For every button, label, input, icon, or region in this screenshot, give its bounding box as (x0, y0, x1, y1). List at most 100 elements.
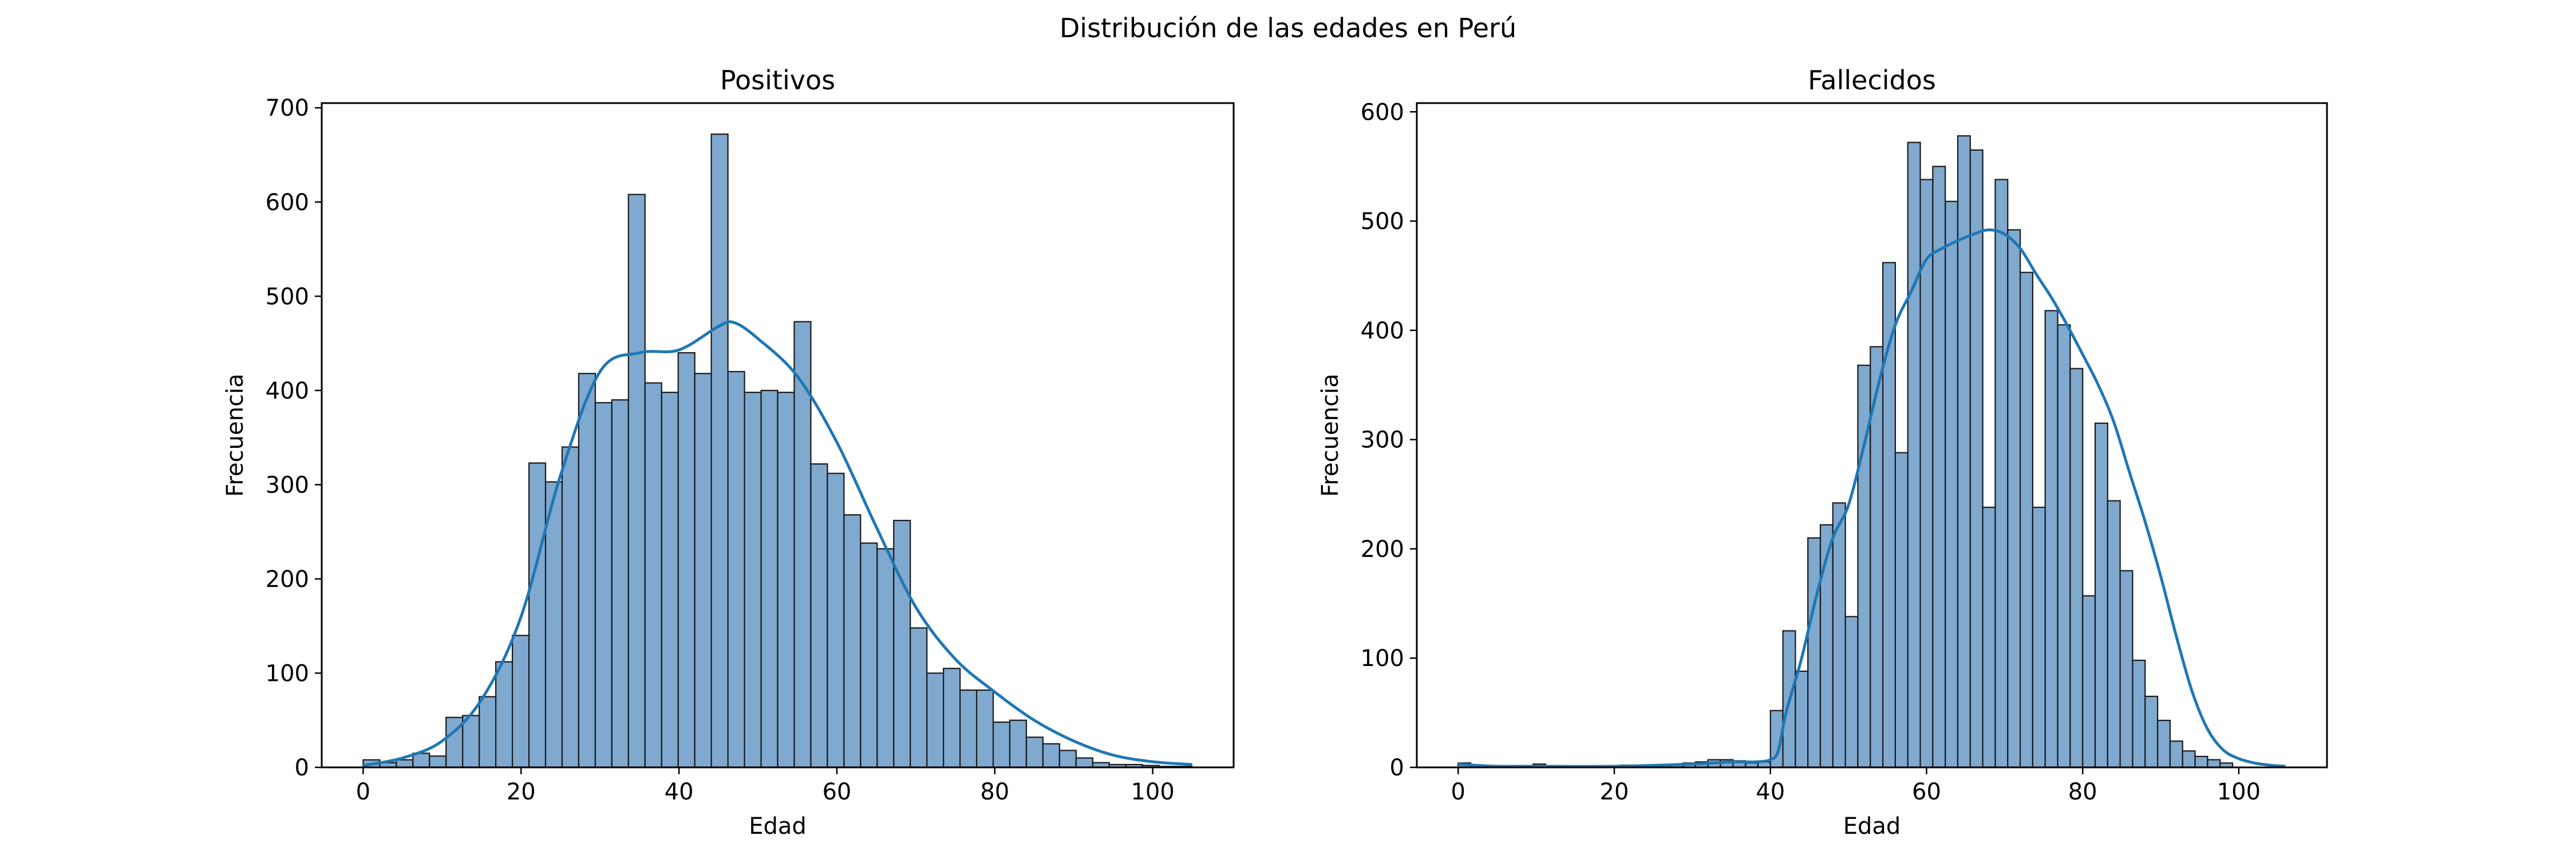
histogram-bar (810, 463, 828, 769)
histogram-bar (1994, 179, 2009, 769)
histogram-bar (429, 755, 447, 769)
histogram-bar (1025, 736, 1044, 769)
histogram-bar (793, 321, 812, 769)
chart-panel-positivos: 0 20 40 60 80 100 0 100 200 300 400 500 600 700 Posi… (222, 65, 1235, 840)
histogram-bar (760, 389, 779, 769)
histogram-bar (2007, 229, 2021, 769)
histogram-bars (362, 133, 1193, 769)
histogram-bar (2194, 755, 2208, 769)
histogram-bar (2069, 368, 2084, 769)
kde-curve (1458, 228, 2286, 768)
y-tick-label: 200 (266, 566, 309, 593)
histogram-bar (959, 689, 978, 769)
histogram-bar (777, 392, 795, 769)
histogram-bar (1795, 671, 1809, 769)
histogram-bar (943, 668, 961, 769)
y-tick-label: 500 (1361, 208, 1404, 235)
y-tick-label: 100 (266, 660, 309, 687)
histogram-bar (1844, 616, 1859, 769)
y-tick-label: 600 (266, 190, 309, 216)
histogram-bar (1009, 719, 1028, 769)
x-tick-label: 0 (1451, 779, 1465, 805)
y-tick-label: 700 (266, 95, 309, 121)
y-tick-label: 300 (1361, 427, 1404, 454)
y-axis-label: Frecuencia (1317, 373, 1344, 497)
x-tick-label: 60 (1912, 779, 1941, 805)
histogram-bar (1907, 141, 1921, 769)
histogram-bar (2057, 324, 2071, 769)
histogram-bar (1957, 135, 1971, 769)
x-axis-label: Edad (1843, 813, 1901, 840)
plot-area-frame (1416, 102, 2328, 769)
histogram-bar (1894, 452, 1909, 769)
histogram-bar (1058, 750, 1077, 769)
histogram-bar (1882, 262, 1897, 769)
histogram-bar (661, 392, 679, 769)
y-tick-label: 500 (266, 283, 309, 310)
histogram-bar (1982, 506, 1996, 769)
histogram-bar (992, 721, 1011, 769)
histogram-bar (1932, 166, 1946, 769)
x-tick-label: 60 (822, 779, 851, 805)
chart-panel-fallecidos: 0 20 40 60 80 100 0 100 200 300 400 500 600 Falleci… (1317, 65, 2328, 840)
histogram-bar (677, 352, 696, 769)
histogram-bar (694, 373, 712, 769)
x-tick-label: 80 (980, 779, 1009, 805)
histogram-bar (479, 696, 497, 769)
histogram-bar (827, 472, 845, 769)
histogram-bar (2119, 570, 2134, 769)
histogram-bar (396, 759, 414, 769)
histogram-bar (611, 399, 629, 769)
histogram-bar (578, 373, 596, 769)
histogram-bar (2019, 271, 2034, 769)
histogram-bar (1945, 200, 1959, 769)
histogram-bar (495, 661, 513, 769)
histogram-bar (1042, 743, 1060, 769)
x-axis-ticks: 0 20 40 60 80 100 (356, 767, 1175, 805)
histogram-bar (528, 462, 547, 769)
y-axis-ticks: 0 100 200 300 400 500 600 (1361, 99, 1417, 781)
histogram-bar (2082, 595, 2096, 769)
y-tick-label: 0 (1390, 755, 1404, 781)
histogram-bar (2132, 659, 2146, 769)
histogram-bar (2094, 422, 2108, 769)
histogram-bar (2156, 719, 2171, 769)
histogram-bar (462, 715, 480, 769)
plot-area-frame (321, 102, 1235, 769)
histogram-bar (561, 446, 580, 769)
x-tick-label: 40 (1756, 779, 1785, 805)
y-tick-label: 200 (1361, 536, 1404, 562)
y-axis-ticks: 0 100 200 300 400 500 600 700 (266, 95, 322, 781)
histogram-bars (1457, 135, 2234, 769)
histogram-bar (511, 635, 530, 769)
histogram-bar (2044, 310, 2059, 769)
histogram-bar (893, 519, 911, 769)
histogram-bar (1969, 149, 1984, 769)
histogram-bar (2207, 759, 2221, 769)
x-axis-label: Edad (749, 813, 807, 840)
x-axis-ticks: 0 20 40 60 80 100 (1451, 767, 2261, 805)
kde-curve (362, 320, 1192, 767)
histogram-bar (843, 514, 862, 769)
y-tick-label: 100 (1361, 645, 1404, 672)
histogram-bar (744, 392, 762, 769)
histogram-bar (1807, 537, 1822, 769)
histogram-bar (2182, 750, 2196, 769)
x-tick-label: 0 (356, 779, 370, 805)
chart-title: Fallecidos (1808, 65, 1936, 96)
histogram-bar (926, 672, 945, 769)
y-tick-label: 300 (266, 472, 309, 498)
x-tick-label: 100 (2217, 779, 2261, 805)
y-tick-label: 400 (266, 378, 309, 404)
histogram-bar (2107, 500, 2121, 769)
x-tick-label: 20 (1600, 779, 1629, 805)
histogram-bar (644, 382, 662, 769)
figure-suptitle: Distribución de las edades en Perú (1060, 13, 1516, 44)
y-tick-label: 0 (295, 755, 309, 781)
y-tick-label: 600 (1361, 99, 1404, 125)
y-tick-label: 400 (1361, 318, 1404, 344)
x-tick-label: 100 (1131, 779, 1174, 805)
x-tick-label: 40 (665, 779, 694, 805)
histogram-bar (876, 548, 895, 769)
